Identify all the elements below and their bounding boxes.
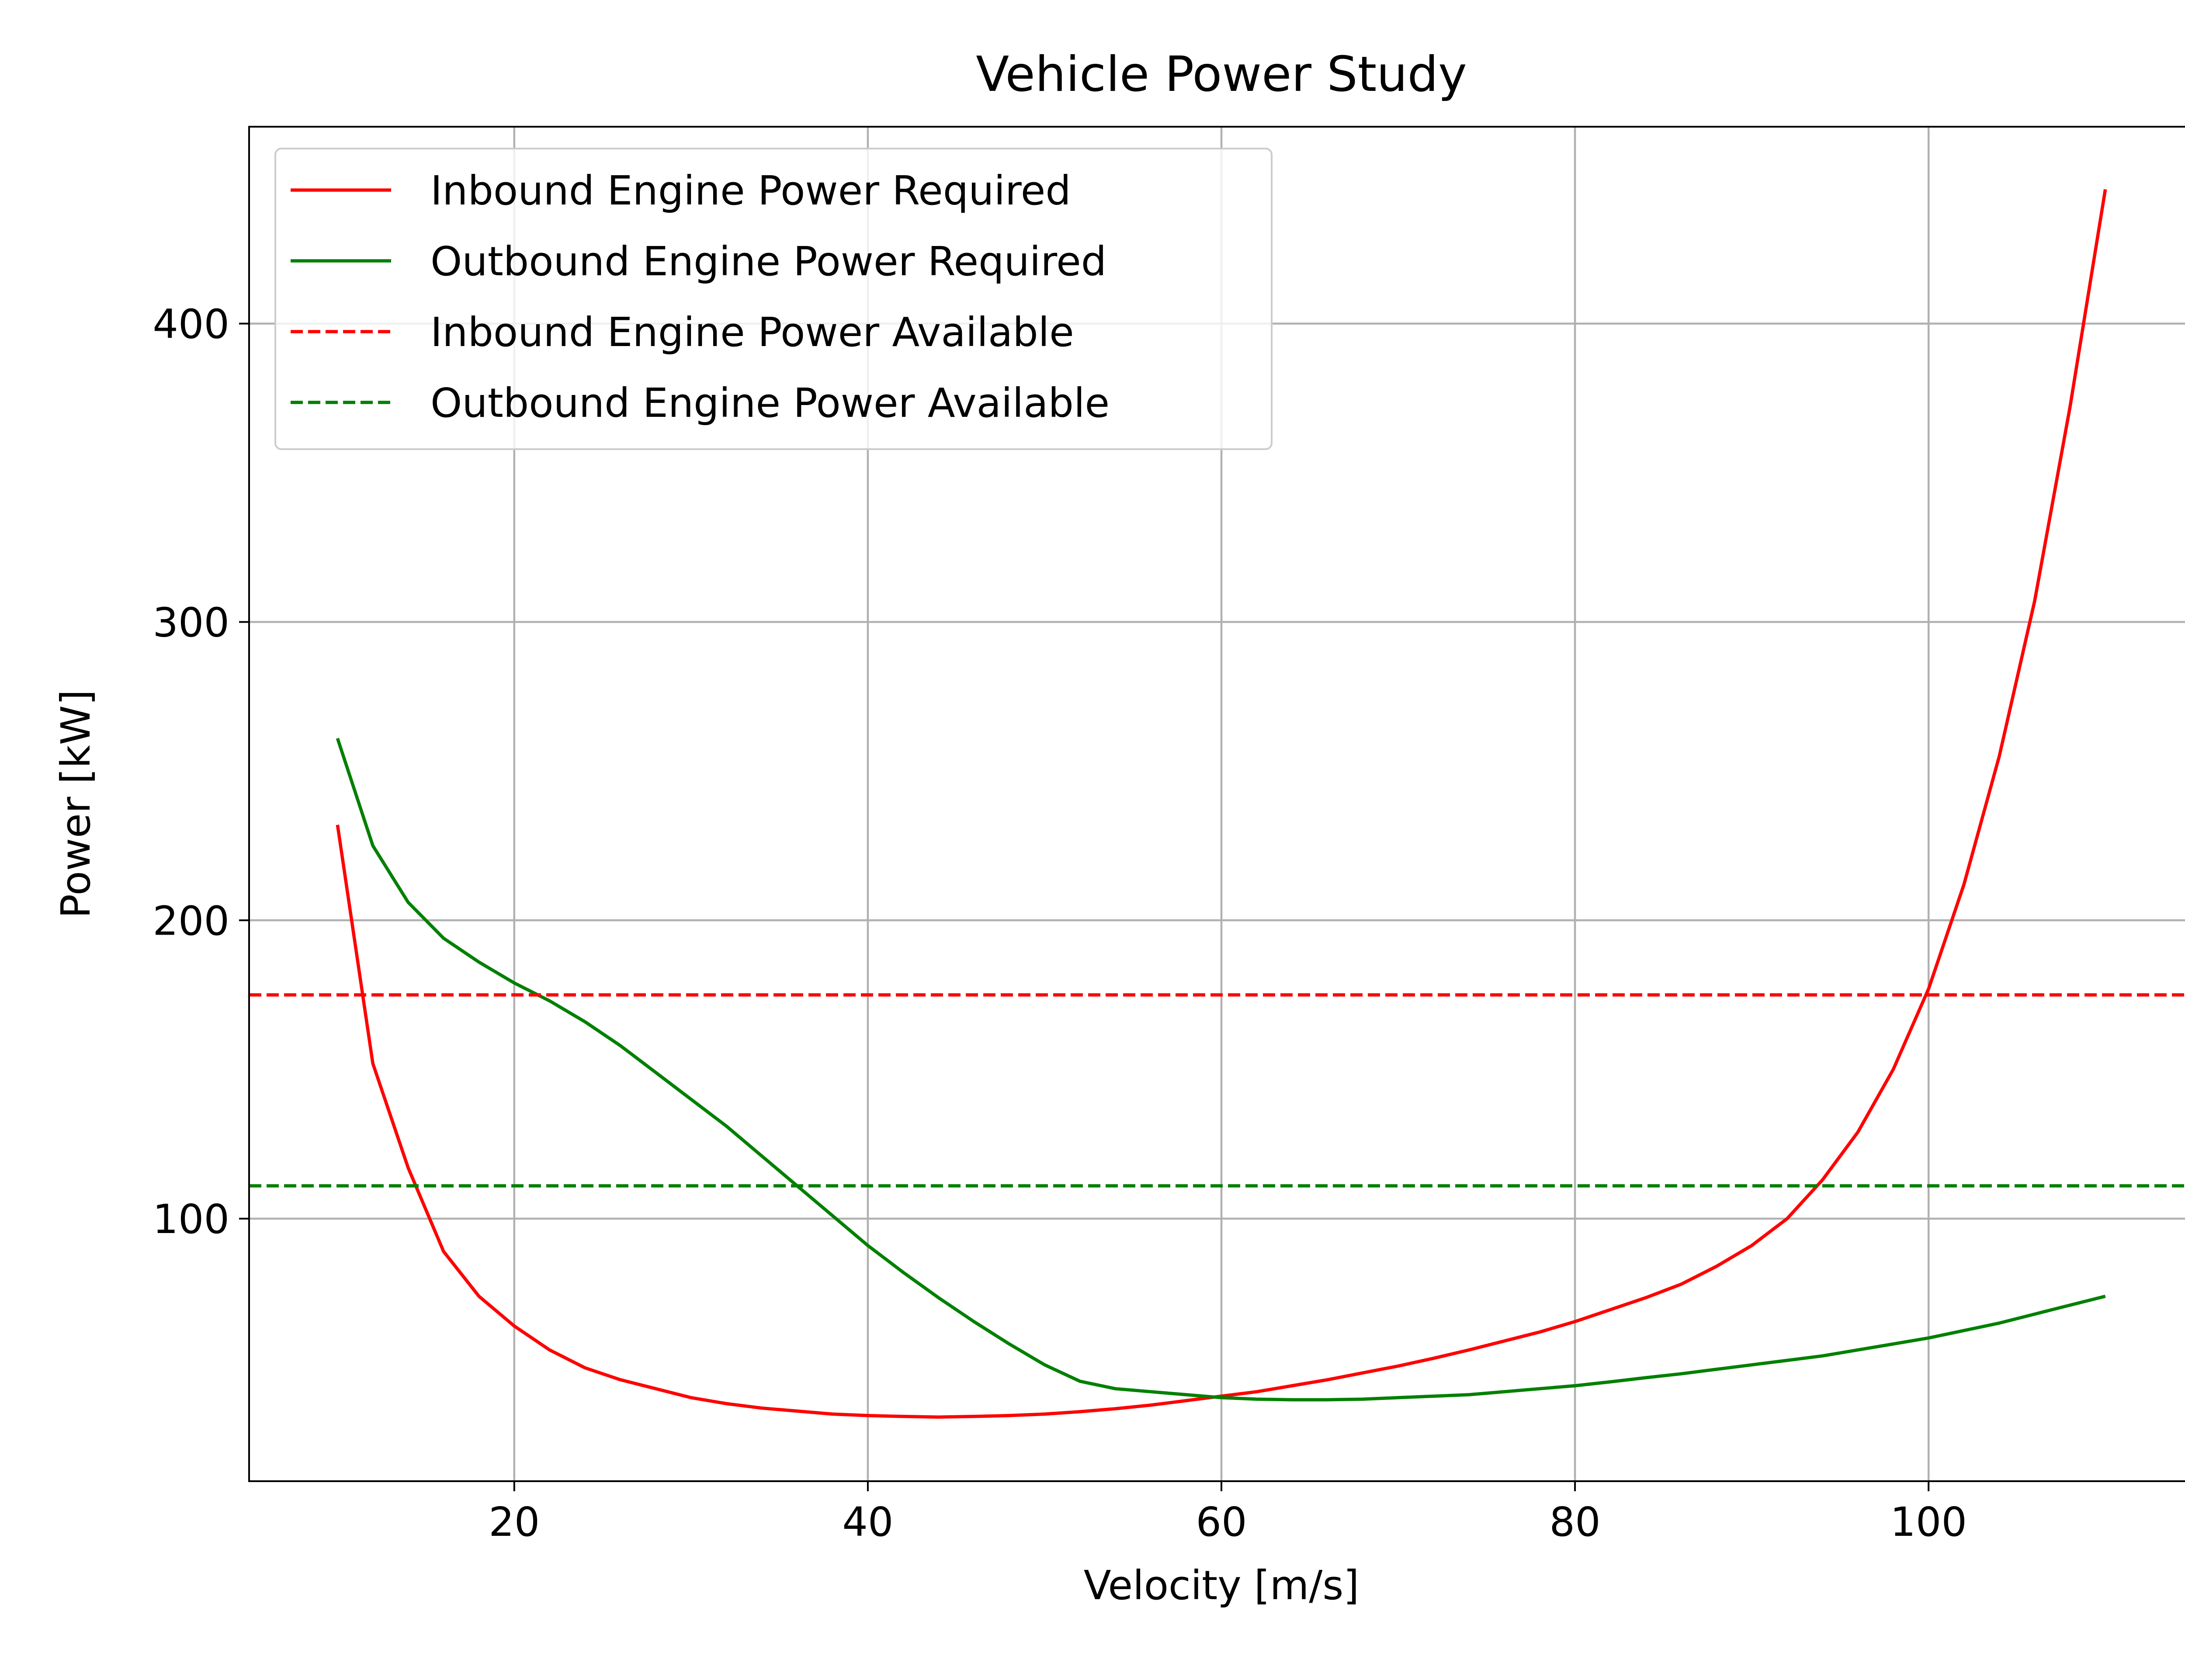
legend: Inbound Engine Power Required Outbound En… [274, 148, 1273, 450]
x-tick-label: 60 [1196, 1499, 1247, 1545]
legend-label-2: Outbound Engine Power Required [430, 238, 1106, 285]
chart-title: Vehicle Power Study [976, 46, 1467, 103]
x-tick-label: 40 [842, 1499, 893, 1545]
y-tick-label: 300 [153, 599, 229, 646]
legend-label-4: Outbound Engine Power Available [430, 380, 1110, 426]
x-axis-label: Velocity [m/s] [1084, 1562, 1359, 1609]
y-tick-label: 100 [153, 1196, 229, 1243]
series-2-line [336, 738, 2106, 1402]
x-tick-label: 100 [1890, 1499, 1967, 1545]
x-tick-label: 80 [1550, 1499, 1601, 1545]
x-tick-label: 20 [489, 1499, 540, 1545]
legend-box [274, 148, 1273, 450]
plot-area [249, 189, 2185, 1419]
y-tick-label: 400 [153, 301, 229, 348]
ticks: 20 40 60 80 100 100 200 300 400 [153, 301, 1967, 1545]
y-axis-label: Power [kW] [52, 689, 99, 918]
legend-label-1: Inbound Engine Power Required [430, 167, 1071, 214]
y-tick-label: 200 [153, 897, 229, 944]
legend-label-3: Inbound Engine Power Available [430, 309, 1074, 356]
